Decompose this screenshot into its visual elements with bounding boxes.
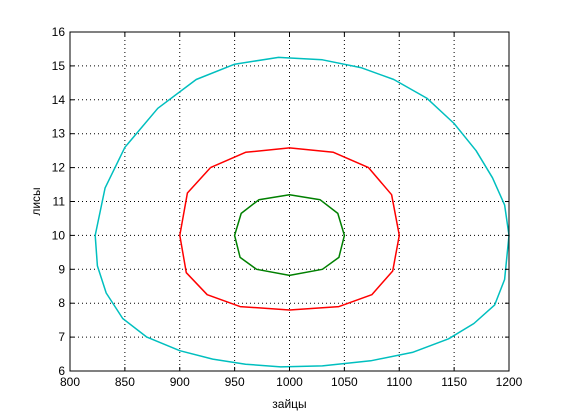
series-group [94,56,510,368]
x-tick-label: 1150 [441,375,467,389]
x-axis-label: зайцы [272,397,306,411]
x-tick-label: 1050 [331,375,358,389]
x-tick-label: 1200 [496,375,523,389]
y-tick-label: 16 [52,25,66,39]
y-tick-label: 14 [52,93,66,107]
y-tick-label: 8 [58,296,65,310]
y-tick-label: 10 [52,228,66,242]
y-tick-label: 13 [52,127,66,141]
grid-lines [70,32,509,371]
x-tick-label: 950 [225,375,245,389]
x-tick-label: 800 [60,375,80,389]
x-tick-label: 900 [170,375,190,389]
y-tick-label: 15 [52,59,66,73]
x-tick-label: 850 [115,375,135,389]
y-tick-label: 11 [53,195,66,209]
orbit-series-3 [233,193,346,277]
orbit-series-2 [179,147,401,311]
y-tick-label: 7 [58,330,65,344]
tick-group: 800 850 900 950 1000 1050 1100 1150 1200 6 7 8 9 10 11… [52,25,523,389]
orbit-series-1 [94,56,510,368]
y-tick-label: 12 [52,161,66,175]
y-axis-label: лисы [29,187,43,215]
x-tick-label: 1000 [276,375,303,389]
x-tick-label: 1100 [386,375,412,389]
y-tick-label: 9 [58,262,65,276]
y-tick-label: 6 [58,364,65,378]
